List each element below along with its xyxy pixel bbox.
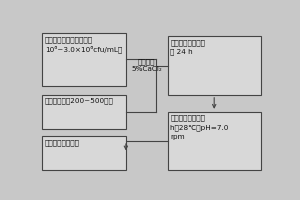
Bar	[42, 95, 126, 129]
Bar	[168, 112, 261, 170]
Text: h，28℃，pH=7.0: h，28℃，pH=7.0	[170, 124, 233, 131]
Text: 5%CaCl₂: 5%CaCl₂	[131, 66, 162, 72]
Text: 孔雀石绻废水处理: 孔雀石绻废水处理	[45, 139, 80, 146]
Bar	[42, 136, 126, 170]
Text: 青霎菌复合材料制: 青霎菌复合材料制	[170, 39, 206, 46]
Bar	[168, 36, 261, 95]
Text: 海藻酸钓: 海藻酸钓	[138, 58, 155, 65]
Text: 菌粉（粒径为200~500目）: 菌粉（粒径为200~500目）	[45, 98, 114, 104]
Text: 孢子悬液制备（孢子含量: 孢子悬液制备（孢子含量	[45, 36, 93, 43]
Text: rpm: rpm	[170, 134, 185, 140]
Text: 10⁶~3.0×10⁶cfu/mL）: 10⁶~3.0×10⁶cfu/mL）	[45, 46, 122, 53]
Text: 青霎菌复合材料培: 青霎菌复合材料培	[170, 115, 206, 121]
Text: 定 24 h: 定 24 h	[170, 49, 193, 55]
Bar	[42, 33, 126, 86]
